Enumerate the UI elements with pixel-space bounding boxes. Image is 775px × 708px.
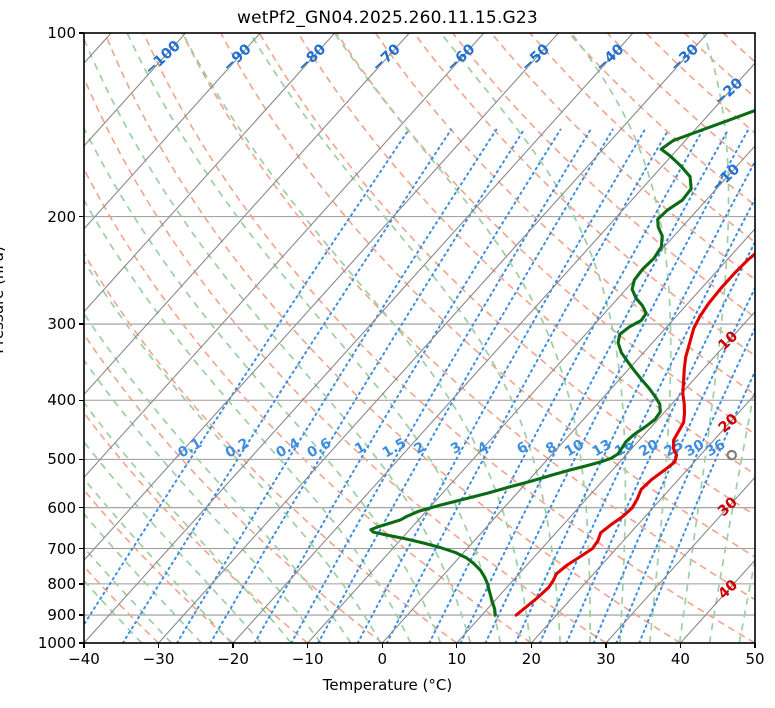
y-tick-label: 900 xyxy=(47,606,76,625)
x-tick-label: 20 xyxy=(521,650,541,668)
y-tick-label: 500 xyxy=(47,450,76,469)
y-tick-label: 1000 xyxy=(37,634,76,652)
page-title: wetPf2_GN04.2025.260.11.15.G23 xyxy=(237,8,538,28)
x-tick-mark xyxy=(530,643,533,648)
y-tick-label: 100 xyxy=(47,24,76,42)
x-tick-mark xyxy=(306,643,309,648)
x-tick-label: −30 xyxy=(142,650,175,668)
x-tick-label: −10 xyxy=(291,650,324,668)
y-tick-mark xyxy=(79,215,84,218)
x-tick-label: −20 xyxy=(217,650,249,668)
x-tick-label: 0 xyxy=(377,650,387,668)
series-temperature xyxy=(514,251,755,617)
x-tick-mark xyxy=(456,643,458,648)
x-tick-label: 10 xyxy=(447,650,467,668)
plot-area: −100 −90 −80 −70 −60 −50 −40 −30 −20 −10 10 20 30 40 0… xyxy=(83,32,756,644)
y-tick-mark xyxy=(79,399,84,401)
y-tick-label: 400 xyxy=(47,391,76,410)
x-tick-mark xyxy=(381,643,383,648)
x-tick-label: −40 xyxy=(68,650,100,668)
y-tick-mark xyxy=(79,614,84,616)
y-tick-mark xyxy=(79,583,84,585)
data-curves xyxy=(83,32,756,644)
x-axis-label: Temperature (°C) xyxy=(322,676,453,694)
y-tick-label: 800 xyxy=(47,574,76,593)
x-tick-mark xyxy=(679,643,682,648)
grid-labels: −100 −90 −80 −70 −60 −50 −40 −30−20−10102030400… xyxy=(142,38,746,603)
x-tick-label: 30 xyxy=(596,650,616,668)
y-tick-mark xyxy=(79,32,84,34)
x-tick-mark xyxy=(83,643,85,648)
marker-point xyxy=(726,449,738,461)
x-tick-label: 40 xyxy=(670,650,690,668)
y-tick-label: 300 xyxy=(47,315,76,334)
x-tick-mark xyxy=(754,643,756,648)
y-tick-label: 700 xyxy=(47,539,76,558)
y-tick-mark xyxy=(79,642,84,644)
y-tick-mark xyxy=(79,506,84,509)
y-tick-mark xyxy=(79,458,84,461)
x-tick-mark xyxy=(605,643,607,648)
x-tick-label: 50 xyxy=(745,650,765,668)
y-tick-label: 200 xyxy=(47,207,76,226)
y-tick-mark xyxy=(79,547,84,550)
y-tick-mark xyxy=(79,323,84,325)
x-tick-mark xyxy=(232,643,234,648)
x-tick-mark xyxy=(157,643,160,648)
y-tick-label: 600 xyxy=(47,498,76,517)
series-dewpoint xyxy=(369,108,755,617)
